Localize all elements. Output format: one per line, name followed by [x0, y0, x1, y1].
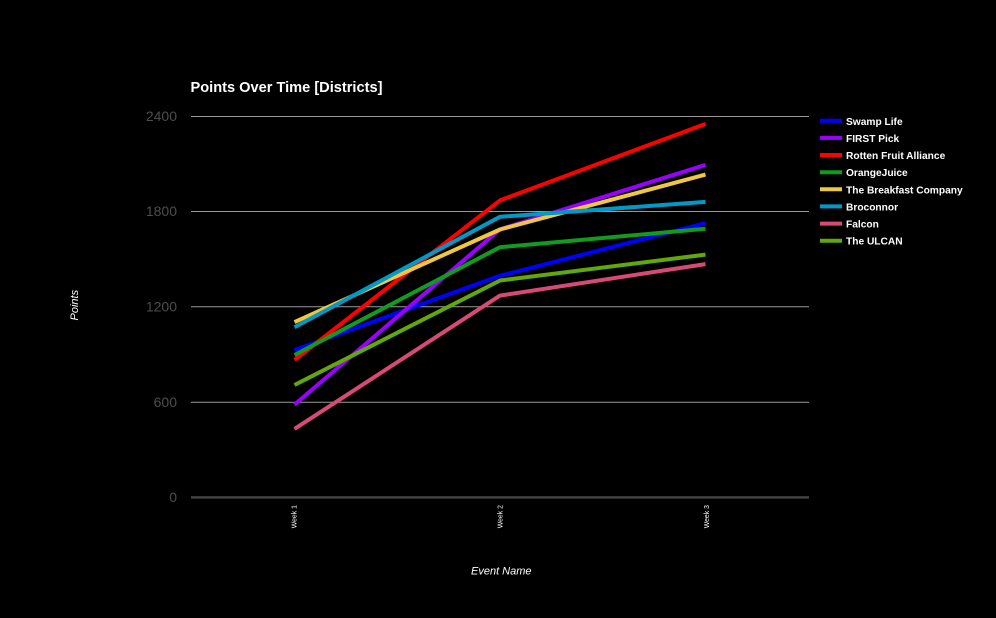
svg-text:Week 3: Week 3 [704, 505, 711, 528]
svg-text:OrangeJuice: OrangeJuice [846, 168, 908, 179]
svg-text:1800: 1800 [146, 203, 177, 219]
svg-text:Swamp Life: Swamp Life [846, 117, 903, 128]
svg-text:Rotten Fruit Alliance: Rotten Fruit Alliance [846, 151, 946, 162]
svg-text:Week 2: Week 2 [498, 505, 505, 528]
svg-text:0: 0 [169, 489, 177, 505]
svg-text:The ULCAN: The ULCAN [846, 237, 903, 248]
svg-text:2400: 2400 [146, 108, 177, 124]
svg-text:Broconnor: Broconnor [846, 202, 898, 213]
svg-text:1200: 1200 [146, 299, 177, 315]
svg-text:Week 1: Week 1 [292, 505, 299, 528]
svg-text:600: 600 [154, 394, 178, 410]
svg-text:The Breakfast Company: The Breakfast Company [846, 185, 963, 196]
svg-text:FIRST Pick: FIRST Pick [846, 134, 900, 145]
svg-text:Points: Points [69, 289, 81, 320]
svg-text:Points Over Time [Districts]: Points Over Time [Districts] [191, 80, 383, 96]
svg-text:Falcon: Falcon [846, 220, 879, 231]
svg-text:Event Name: Event Name [471, 566, 532, 578]
